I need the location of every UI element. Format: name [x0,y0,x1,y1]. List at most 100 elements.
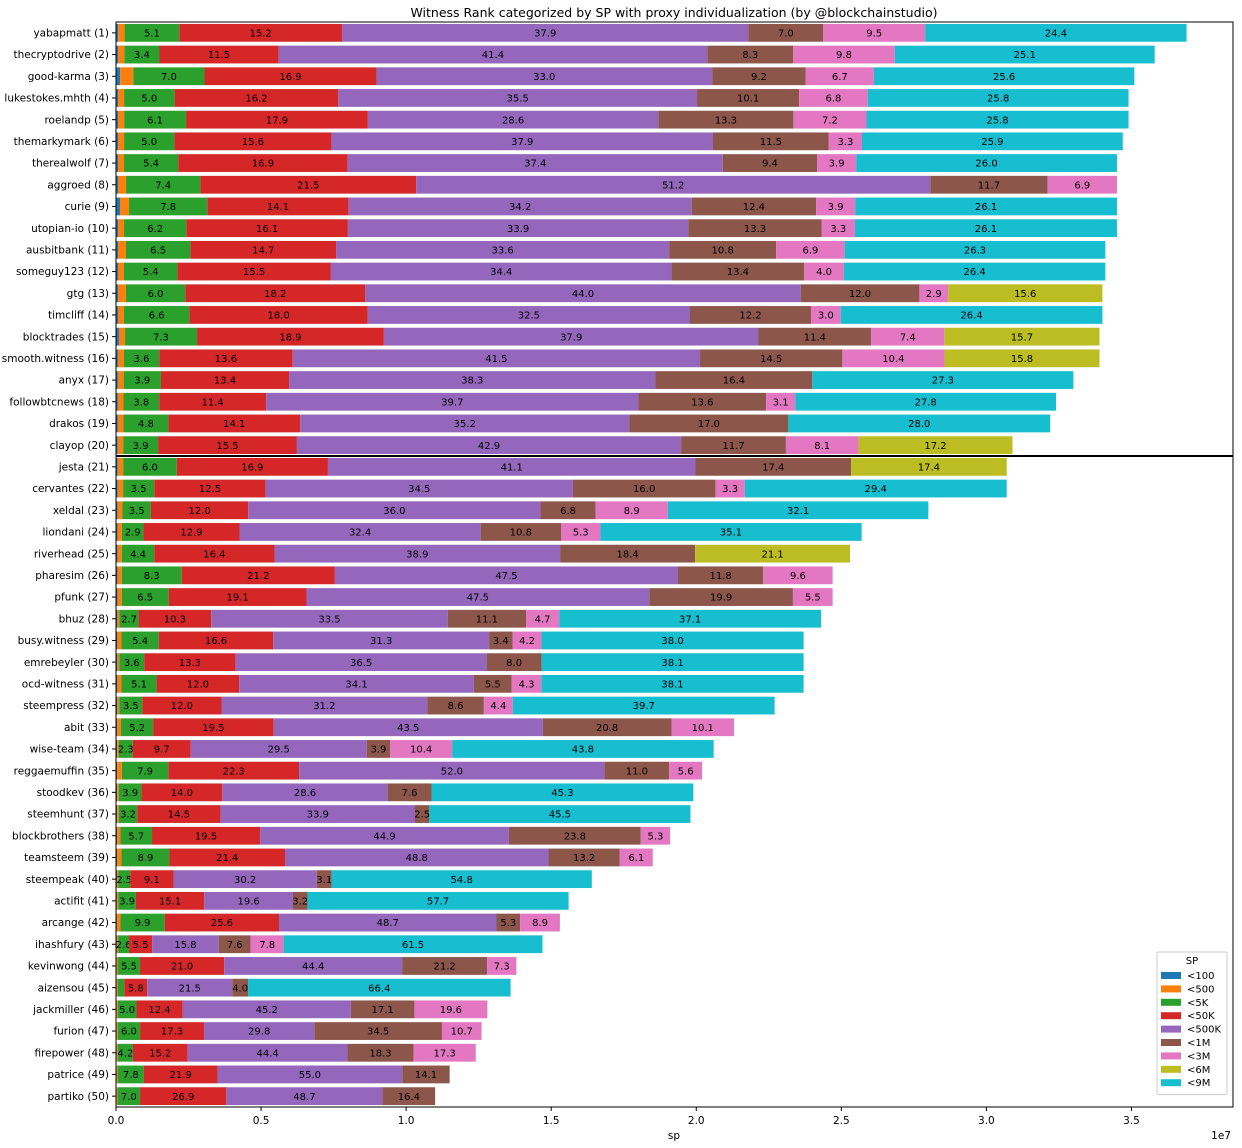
bar-segment [402,1065,450,1084]
bar-segment [117,306,124,324]
bar-segment-label: 43.8 [572,745,594,756]
bar-segment [851,457,1007,476]
y-tick-label: ihashfury (43) [35,939,109,951]
bar-segment [119,653,145,672]
bar-segment-label: 14.1 [223,419,245,430]
bar-segment [116,523,118,541]
bar-segment-label: 9.2 [751,72,767,83]
bar-segment-label: 6.0 [142,462,158,473]
bar-segment-label: 47.5 [495,571,517,582]
y-tick-label: steempress (32) [23,700,109,712]
bar-segment [314,1022,442,1040]
bar-segment-label: 21.9 [170,1070,192,1081]
bar-segment-label: 26.4 [960,311,982,322]
bar-segment-label: 33.6 [491,245,513,256]
bar-segment-label: 9.1 [144,875,160,886]
bar-segment [712,67,806,86]
bar-segment-label: 34.5 [367,1027,389,1038]
bar-segment [678,566,764,585]
bar-segment-label: 30.2 [234,875,256,886]
bar-segment [159,45,279,64]
bar-segment-label: 6.5 [150,245,166,256]
bar-segment [116,501,118,520]
bar-segment [441,1022,482,1040]
bar-segment-label: 3.4 [493,636,509,647]
bar-segment-label: 21.5 [179,983,201,994]
bar-segment [186,219,348,238]
bar-segment-label: 35.2 [454,419,476,430]
bar-segment [541,653,804,672]
bar-segment-label: 5.6 [678,766,694,777]
bar-segment-label: 5.7 [128,831,144,842]
y-tick-label: busy.witness (29) [18,635,109,647]
bar-segment [141,783,223,802]
bar-segment [207,197,349,216]
y-tick-label: anyx (17) [59,375,109,387]
bar-segment [816,197,856,216]
bar-segment [331,870,592,889]
legend-title: SP [1186,956,1198,967]
bar-segment [116,1000,118,1019]
bar-segment-label: 25.9 [981,137,1003,148]
bar-segment [143,523,240,541]
y-tick-label: pharesim (26) [35,570,109,582]
bar-segment [123,392,160,411]
bar-segment [793,45,895,64]
bar-segment [123,414,169,433]
bar-segment-label: 16.0 [633,484,655,495]
bar-segment-label: 19.6 [237,896,259,907]
bar-segment [792,588,833,606]
y-tick-label: aizensou (45) [38,982,109,994]
bar-segment [174,89,339,107]
bar-segment-label: 3.5 [129,506,145,517]
bar-segment [116,436,118,455]
bar-segment-label: 13.4 [214,376,236,387]
bar-segment-label: 45.2 [256,1005,278,1016]
bar-segment-label: 7.0 [161,72,177,83]
bar-segment [1047,175,1117,194]
legend-entry: <500 [1187,984,1214,995]
bar-segment-label: 44.0 [572,289,594,300]
bar-segment-label: 55.0 [299,1070,321,1081]
bar-segment-label: 29.8 [248,1027,270,1038]
bar-segment-label: 7.6 [402,788,418,799]
bar-segment [118,957,141,975]
bar-segment-label: 20.8 [596,723,618,734]
bar-segment-label: 10.3 [164,614,186,625]
bar-segment [844,240,1106,259]
bar-segment [316,870,332,889]
x-tick-label: 0.5 [253,1115,270,1127]
y-tick-label: utopian-io (10) [31,223,109,235]
bar-segment-label: 17.3 [161,1027,183,1038]
bar-segment [117,805,119,823]
bar-segment-label: 4.7 [535,614,551,625]
bar-segment [487,957,517,975]
bar-segment-label: 3.9 [119,896,135,907]
y-tick-label: smooth.witness (16) [2,353,109,365]
bar-segment [365,284,801,303]
bar-segment-label: 10.8 [510,528,532,539]
bar-segment-label: 14.0 [171,788,193,799]
bar-segment-label: 4.4 [130,549,146,560]
bar-segment [925,23,1187,42]
bar-segment [168,761,300,780]
bar-segment [121,588,169,606]
bar-segment [520,913,560,932]
y-tick-label: xeldal (23) [53,505,109,517]
bar-segment-label: 5.0 [119,1005,135,1016]
bar-segment [327,457,696,476]
bar-segment-label: 29.4 [865,484,887,495]
bar-segment [843,262,1106,281]
bar-segment [347,154,723,172]
y-tick-label: liondani (24) [43,527,109,539]
bar-segment [117,1065,144,1084]
bar-segment [117,588,122,606]
bar-segment-label: 14.5 [168,810,190,821]
bar-segment [629,414,789,433]
bar-segment-label: 28.6 [294,788,316,799]
bar-segment [681,436,786,455]
bar-segment-label: 16.9 [252,159,274,170]
bar-segment [118,154,125,172]
bar-segment [124,89,175,107]
y-tick-label: bhuz (28) [59,613,109,625]
